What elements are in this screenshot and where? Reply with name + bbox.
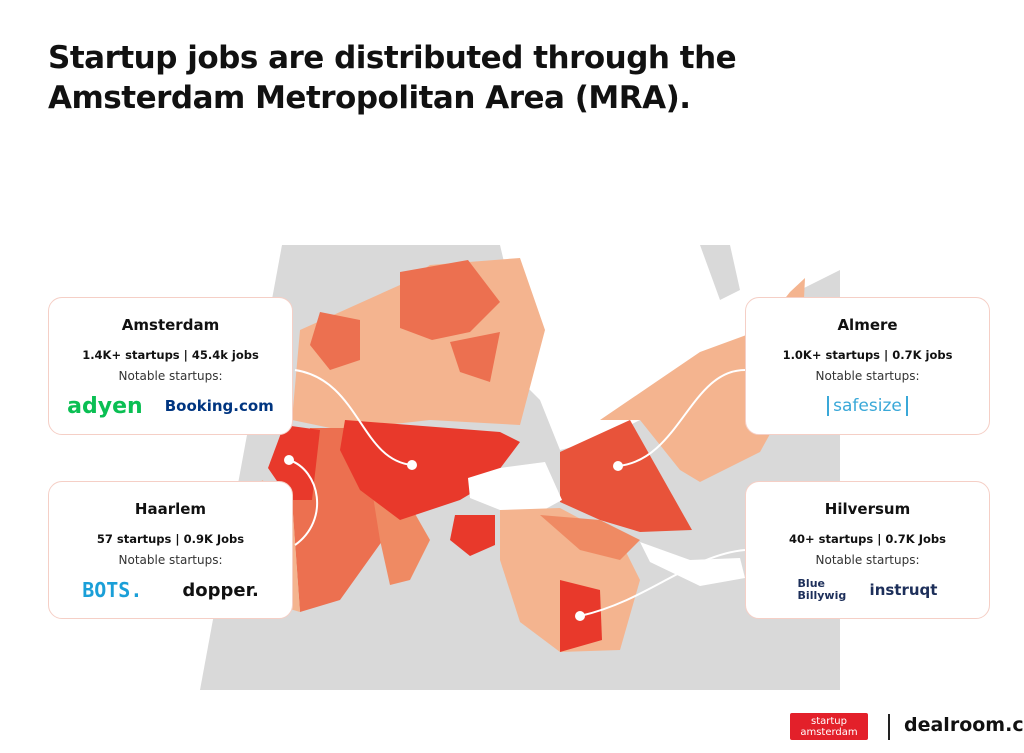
startup-logo: dopper. bbox=[182, 579, 259, 601]
region bbox=[310, 312, 360, 370]
logos: adyen Booking.com bbox=[49, 393, 292, 419]
startups-label: Notable startups: bbox=[118, 369, 223, 383]
region bbox=[540, 515, 640, 560]
startups-label: Notable startups: bbox=[815, 553, 920, 567]
city-stats: 1.0K+ startups | 0.7K jobs bbox=[782, 348, 953, 362]
region bbox=[450, 332, 500, 382]
water bbox=[500, 245, 840, 450]
water bbox=[640, 542, 745, 586]
connector bbox=[579, 549, 746, 617]
region bbox=[400, 260, 500, 340]
city-card: Almere 1.0K+ startups | 0.7K jobs Notabl… bbox=[745, 297, 990, 435]
connector bbox=[294, 369, 413, 466]
region bbox=[340, 420, 520, 520]
startup-logo: BOTS. bbox=[82, 578, 143, 602]
connector bbox=[617, 369, 746, 467]
city-name: Amsterdam bbox=[121, 316, 220, 334]
startup-logo: safesize bbox=[827, 396, 908, 416]
startups-label: Notable startups: bbox=[118, 553, 223, 567]
startup-logo: instruqt bbox=[869, 581, 938, 599]
partner-logo: startup amsterdam bbox=[790, 713, 868, 740]
city-card: Hilversum 40+ startups | 0.7K Jobs Notab… bbox=[745, 481, 990, 619]
location-dot bbox=[284, 455, 294, 465]
city-name: Haarlem bbox=[134, 500, 207, 518]
location-dot bbox=[575, 611, 585, 621]
startups-label: Notable startups: bbox=[815, 369, 920, 383]
logos: BOTS. dopper. bbox=[49, 577, 292, 603]
city-stats: 40+ startups | 0.7K Jobs bbox=[789, 532, 946, 546]
title: Startup jobs are distributed through the… bbox=[48, 40, 737, 116]
logos: Blue Billywig instruqt bbox=[746, 577, 989, 603]
city-stats: 1.4K+ startups | 45.4k jobs bbox=[82, 348, 259, 362]
region bbox=[372, 490, 430, 585]
startup-logo: Blue Billywig bbox=[797, 577, 847, 602]
region bbox=[450, 515, 495, 556]
city-stats: 57 startups | 0.9K Jobs bbox=[96, 532, 245, 546]
water bbox=[468, 462, 562, 512]
location-dot bbox=[613, 461, 623, 471]
logos: safesize bbox=[746, 393, 989, 419]
connector bbox=[288, 459, 319, 546]
city-name: Hilversum bbox=[824, 500, 911, 518]
startup-logo: adyen bbox=[67, 393, 143, 419]
location-dot bbox=[407, 460, 417, 470]
startup-logo: Booking.com bbox=[164, 397, 274, 415]
city-card: Haarlem 57 startups | 0.9K Jobs Notable … bbox=[48, 481, 293, 619]
separator bbox=[888, 714, 890, 740]
city-name: Almere bbox=[837, 316, 898, 334]
brand-logo: dealroom.co bbox=[904, 714, 1024, 736]
region bbox=[560, 420, 692, 532]
city-card: Amsterdam 1.4K+ startups | 45.4k jobs No… bbox=[48, 297, 293, 435]
